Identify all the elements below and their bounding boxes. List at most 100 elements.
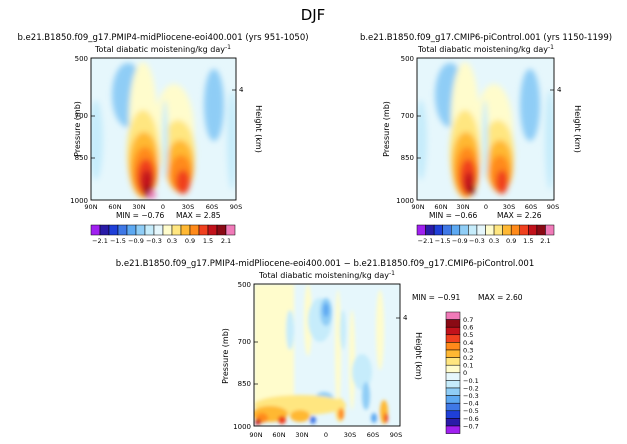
max-label: MAX = 2.26 — [497, 211, 542, 220]
x-axis: 90N 60N 30N 0 30S 60S 90S — [84, 203, 242, 211]
colorbar-swatch — [126, 224, 137, 236]
x-tick-label: 0 — [161, 203, 165, 211]
contour-field — [91, 58, 236, 200]
colorbar-label: −2.1 — [92, 237, 108, 245]
colorbar-label: 0.2 — [463, 354, 473, 362]
colorbar-swatch — [445, 372, 461, 381]
y-axis-title: Pressure (mb) — [382, 101, 391, 157]
min-label: MIN = −0.66 — [429, 211, 478, 220]
y-axis-title: Pressure (mb) — [221, 328, 230, 384]
colorbar-swatch — [476, 224, 486, 236]
y-tick-label: 850 — [401, 154, 414, 162]
colorbar-label: −0.7 — [463, 422, 479, 430]
colorbar-label: 1.5 — [523, 237, 533, 245]
colorbar-swatch — [519, 224, 529, 236]
y-tick-label: 1000 — [233, 423, 251, 431]
colorbar-swatch — [442, 224, 452, 236]
colorbar-swatch — [451, 224, 461, 236]
colorbar-swatch — [117, 224, 128, 236]
colorbar-label: 0 — [463, 369, 467, 377]
colorbar-swatch — [445, 342, 461, 351]
x-tick-label: 0 — [324, 431, 328, 439]
colorbar: −2.1 −1.5 −0.9 −0.3 0.3 0.9 1.5 2.1 — [416, 224, 555, 245]
case-title: b.e21.B1850.f09_g17.PMIP4-midPliocene-eo… — [116, 259, 534, 269]
colorbar-swatch — [445, 387, 461, 396]
x-tick-label: 60N — [108, 203, 121, 211]
y-tick-label: 700 — [75, 112, 88, 120]
colorbar-swatch — [445, 395, 461, 404]
colorbar-swatch — [445, 364, 461, 374]
colorbar-label: 0.5 — [463, 331, 473, 339]
y-tick-label: 1000 — [396, 197, 414, 205]
y-axis: 500 700 850 1000 — [233, 281, 258, 431]
colorbar-swatch — [468, 224, 478, 236]
colorbar-label: 0.9 — [185, 237, 195, 245]
colorbar-swatch — [445, 418, 461, 427]
min-label: MIN = −0.76 — [116, 211, 165, 220]
y2-tick-label: 4 — [403, 314, 408, 322]
x-tick-label: 30N — [295, 431, 308, 439]
x-tick-label: 90S — [547, 203, 559, 211]
colorbar-label: 2.1 — [221, 237, 231, 245]
x-tick-label: 30S — [182, 203, 194, 211]
colorbar-swatch — [416, 224, 426, 236]
colorbar-swatch — [225, 224, 236, 236]
case-title: b.e21.B1850.f09_g17.CMIP6-piControl.001 … — [360, 33, 612, 43]
colorbar-label: −0.2 — [463, 384, 479, 392]
x-axis: 90N 60N 30N 0 30S 60S 90S — [249, 431, 402, 439]
colorbar: −2.1 −1.5 −0.9 −0.3 0.3 0.9 1.5 2.1 — [90, 224, 236, 245]
colorbar-swatch — [171, 224, 182, 236]
y-axis: 500 700 850 1000 — [396, 55, 421, 205]
colorbar-label: 0.3 — [167, 237, 177, 245]
x-tick-label: 90N — [84, 203, 97, 211]
colorbar-swatch — [445, 326, 461, 336]
colorbar-swatch — [180, 224, 191, 236]
x-tick-label: 90N — [411, 203, 424, 211]
y2-tick-label: 4 — [557, 86, 562, 94]
y-tick-label: 500 — [401, 55, 414, 63]
colorbar-swatch — [108, 224, 119, 236]
x-tick-label: 90N — [249, 431, 262, 439]
y-tick-label: 500 — [75, 55, 88, 63]
x-tick-label: 90S — [230, 203, 242, 211]
colorbar-swatch — [99, 224, 110, 236]
colorbar-label: −0.6 — [463, 415, 479, 423]
min-label: MIN = −0.91 — [412, 293, 461, 302]
y2-tick-label: 4 — [239, 86, 244, 94]
x-tick-label: 60S — [367, 431, 379, 439]
colorbar-swatch — [189, 224, 200, 236]
colorbar-label: −0.4 — [463, 400, 479, 408]
colorbar-label: 0.6 — [463, 324, 473, 332]
colorbar-swatch — [425, 224, 435, 236]
colorbar-label: 1.5 — [203, 237, 213, 245]
colorbar-swatch — [445, 349, 461, 358]
panel-top-right: b.e21.B1850.f09_g17.CMIP6-piControl.001 … — [360, 33, 612, 245]
variable-title: Total diabatic moistening/kg day-1 — [94, 44, 231, 54]
x-tick-label: 30S — [503, 203, 515, 211]
panel-top-left: b.e21.B1850.f09_g17.PMIP4-midPliocene-eo… — [17, 33, 308, 245]
colorbar-swatch — [162, 224, 173, 236]
x-tick-label: 30N — [132, 203, 145, 211]
contour-field — [417, 58, 554, 200]
case-title: b.e21.B1850.f09_g17.PMIP4-midPliocene-eo… — [17, 33, 308, 43]
colorbar-swatch — [502, 224, 512, 236]
colorbar-label: 0.9 — [506, 237, 516, 245]
colorbar-swatch — [153, 224, 164, 236]
y2-axis-title: Height (km) — [414, 332, 423, 380]
colorbar-label: −0.3 — [463, 392, 479, 400]
y2-axis-title: Height (km) — [254, 105, 263, 153]
colorbar-label: −0.9 — [128, 237, 144, 245]
x-axis: 90N 60N 30N 0 30S 60S 90S — [411, 203, 559, 211]
colorbar-swatch — [459, 224, 469, 236]
colorbar-swatch — [445, 410, 461, 419]
colorbar-swatch — [198, 224, 209, 236]
variable-title: Total diabatic moistening/kg day-1 — [417, 44, 554, 54]
colorbar-label: −1.5 — [435, 237, 451, 245]
colorbar-label: 0.1 — [463, 362, 473, 370]
figure-title: DJF — [301, 6, 326, 24]
x-tick-label: 60S — [525, 203, 537, 211]
colorbar-swatch — [90, 224, 101, 236]
y-axis-title: Pressure (mb) — [73, 101, 82, 157]
x-tick-label: 0 — [484, 203, 488, 211]
